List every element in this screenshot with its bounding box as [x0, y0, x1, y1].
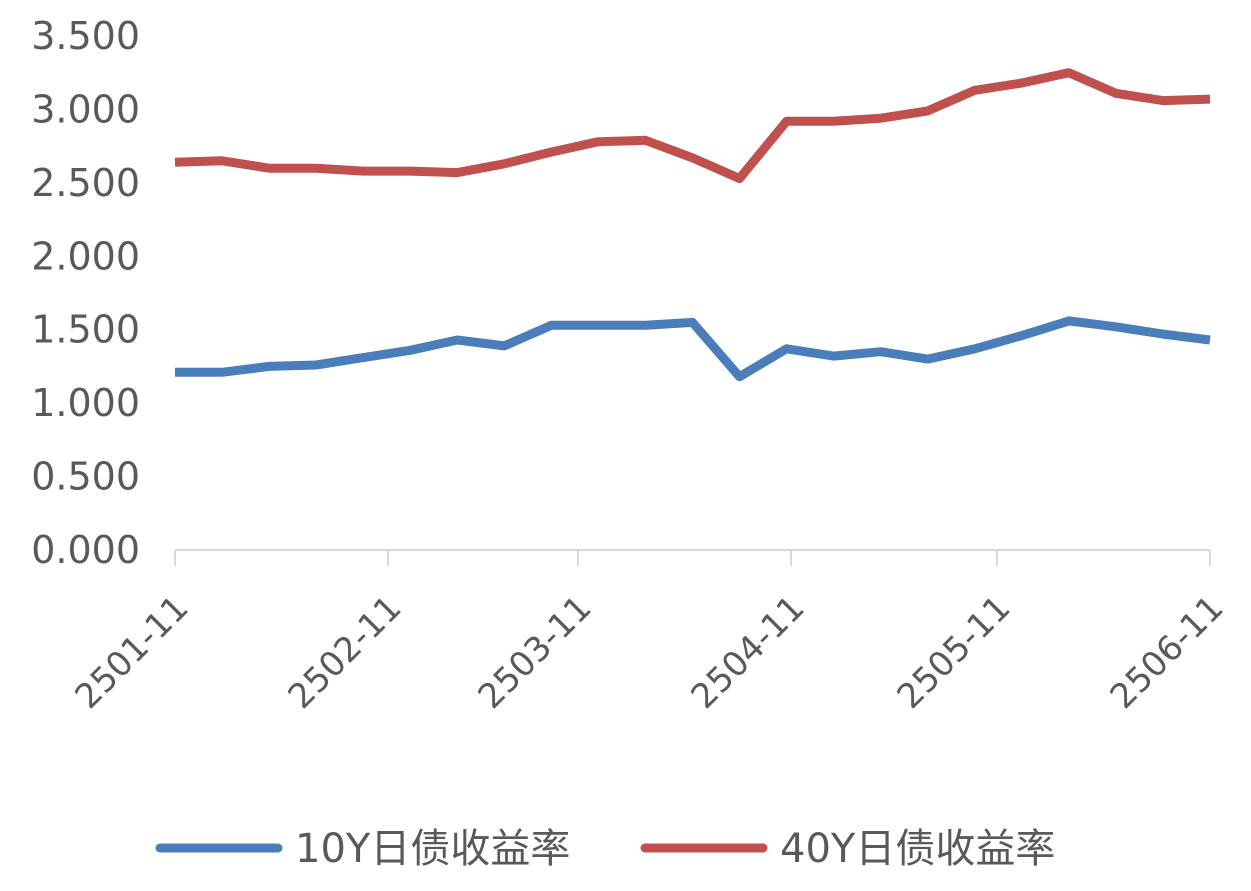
legend: 10Y日债收益率 40Y日债收益率 [155, 826, 1055, 872]
x-tick-label: 2504-11 [684, 588, 813, 717]
y-axis-labels: 0.000 0.500 1.000 1.500 2.000 2.500 3.000 3.500 [31, 14, 140, 572]
x-tick-label: 2506-11 [1103, 588, 1232, 717]
x-axis [174, 549, 1211, 566]
y-tick-label: 1.000 [31, 381, 140, 425]
y-tick-label: 3.500 [31, 14, 140, 58]
x-tick-label: 2505-11 [890, 588, 1019, 717]
legend-label-1: 10Y日债收益率 [295, 826, 570, 872]
series-line-1 [175, 316, 1211, 382]
y-tick-label: 2.500 [31, 161, 140, 205]
y-tick-label: 3.000 [31, 87, 140, 131]
x-tick-label: 2503-11 [471, 588, 600, 717]
y-tick-label: 2.000 [31, 234, 140, 278]
x-tick-label: 2501-11 [68, 588, 197, 717]
legend-label-2: 40Y日债收益率 [780, 826, 1055, 872]
y-tick-label: 0.500 [31, 455, 140, 499]
series-line-2 [174, 68, 1211, 183]
x-tick-label: 2502-11 [281, 588, 410, 717]
y-tick-label: 1.500 [31, 308, 140, 352]
x-axis-labels: 2501-11 2502-11 2503-11 2504-11 2505-11 2506-… [68, 588, 1232, 717]
y-tick-label: 0.000 [31, 528, 140, 572]
series-lines [174, 68, 1211, 382]
